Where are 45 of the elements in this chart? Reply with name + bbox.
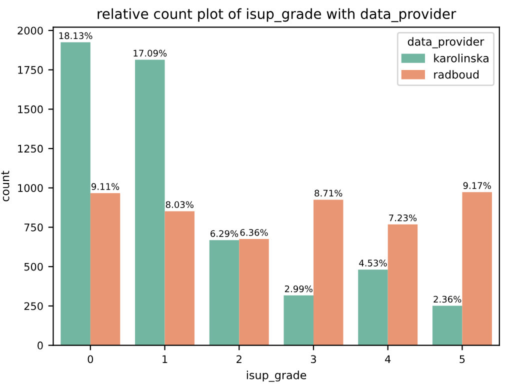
x-tick-label: 1 [162,355,168,363]
annotation: 7.23% [389,214,417,222]
x-tick-label: 5 [460,355,465,364]
bar [209,240,240,346]
y-tick-label: 250 [24,302,43,310]
annotation: 17.09% [134,50,167,57]
y-tick-label: 1750 [18,66,43,74]
bar [90,193,120,346]
annotation: 9.11% [92,183,120,190]
y-tick-label: 750 [24,223,43,232]
annotation: 8.03% [166,201,194,208]
bar [388,224,418,346]
legend-title: data_provider [408,37,484,48]
bar [432,306,462,346]
x-tick-label: 2 [236,355,242,363]
bar [60,42,90,346]
annotation: 2.36% [434,296,462,303]
x-tick-label: 3 [310,355,316,364]
annotation: 8.71% [314,190,342,197]
y-tick-label: 1250 [18,144,43,153]
bar [313,200,344,346]
chart-title: relative count plot of isup_grade with data_provider [98,8,456,22]
annotation: 2.99% [284,285,312,292]
annotation: 9.17% [463,182,491,190]
y-tick-label: 500 [24,262,43,271]
y-tick-label: 1000 [18,184,43,192]
annotation: 18.13% [59,32,92,40]
x-tick-label: 4 [385,355,391,363]
bar [164,211,195,346]
y-axis-title: count [1,170,10,202]
annotation: 4.53% [359,260,387,266]
bar [135,60,165,346]
annotation: 6.29% [210,230,238,238]
annotation: 6.36% [240,229,268,236]
x-axis-title: isup_grade [246,370,306,382]
y-tick-label: 2000 [18,26,43,35]
bar [239,239,269,346]
x-tick-label: 0 [88,355,94,364]
bar [284,295,314,346]
bar [462,192,492,346]
bar [358,270,388,346]
legend-label: karolinska [434,54,488,62]
legend-label: radboud [434,70,479,79]
y-tick-label: 0 [38,342,43,350]
y-tick-label: 1500 [18,105,43,114]
